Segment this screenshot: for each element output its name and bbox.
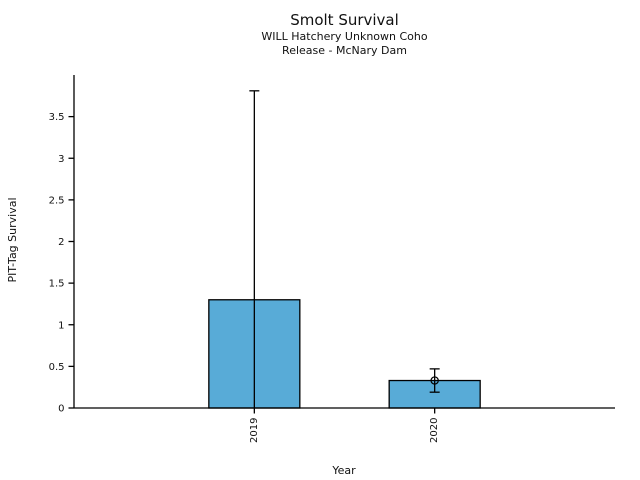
y-tick-label: 3.5	[49, 112, 65, 123]
chart-subtitle-line-2: Release - McNary Dam	[282, 44, 407, 57]
y-tick-label: 3	[58, 154, 64, 165]
chart-subtitle-line-1: WILL Hatchery Unknown Coho	[261, 30, 428, 43]
y-tick-label: 2.5	[49, 195, 65, 206]
y-tick-label: 2	[58, 237, 64, 248]
y-axis-label: PIT-Tag Survival	[6, 197, 19, 282]
y-tick-label: 0.5	[49, 362, 65, 373]
chart-title: Smolt Survival	[290, 11, 399, 29]
point-marker-2020	[430, 376, 439, 385]
y-tick-label: 0	[58, 404, 64, 415]
y-tick-label: 1	[58, 320, 64, 331]
x-tick-label-2019: 2019	[249, 418, 260, 443]
y-tick-label: 1.5	[49, 279, 65, 290]
title-block: Smolt Survival WILL Hatchery Unknown Coh…	[74, 10, 615, 58]
x-axis-label: Year	[331, 464, 356, 477]
x-tick-label-2020: 2020	[429, 418, 440, 443]
